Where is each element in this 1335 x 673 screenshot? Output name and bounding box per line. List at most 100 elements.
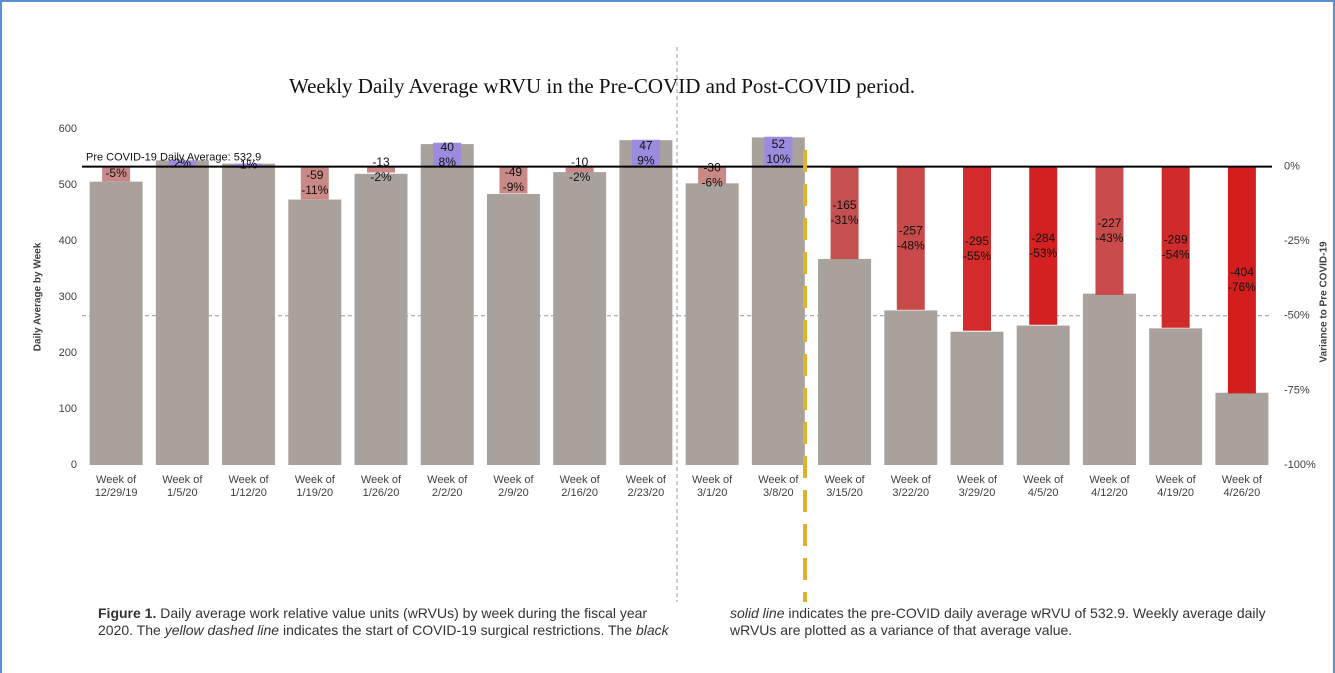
y2-tick-label: -25% [1284, 235, 1310, 247]
x-tick-label: Week of 1/5/20 [162, 474, 203, 499]
difference-label: -165 [833, 198, 857, 212]
bar [818, 258, 872, 465]
caption: Figure 1. Daily average work relative va… [98, 605, 1302, 639]
y-tick-label: 100 [59, 403, 77, 415]
variance-bar [830, 166, 859, 260]
y2-tick-label: -50% [1284, 310, 1310, 322]
value-label: -6% [701, 176, 723, 190]
y-tick-label: 200 [59, 347, 77, 359]
y-tick-label: 400 [59, 235, 77, 247]
y2-tick-label: -100% [1284, 459, 1316, 471]
bar [1215, 392, 1269, 465]
x-tick-label: Week of 4/19/20 [1155, 474, 1196, 499]
variance-bar [1161, 166, 1190, 328]
chart-title: Weekly Daily Average wRVU in the Pre-COV… [289, 74, 915, 98]
y-tick-label: 0 [71, 459, 77, 471]
x-tick-label: Week of 2/16/20 [559, 474, 600, 499]
bar [685, 183, 739, 465]
variance-bar [102, 166, 131, 182]
variance-bar [234, 163, 263, 167]
y2-axis-title: Variance to Pre COVID-19 [1319, 241, 1330, 363]
difference-label: -13 [372, 155, 390, 169]
difference-label: -404 [1230, 265, 1254, 279]
variance-bar [764, 136, 793, 167]
variance-bar [300, 166, 329, 200]
bar [553, 172, 607, 465]
difference-label: -227 [1097, 216, 1121, 230]
caption-text: Daily average work relative value units … [98, 605, 648, 638]
x-tick-label: Week of 1/12/20 [228, 474, 269, 499]
value-label: -76% [1228, 280, 1256, 294]
value-label: -11% [301, 183, 328, 197]
bar [486, 193, 540, 465]
variance-bar [168, 160, 197, 167]
x-tick-label: Week of 1/19/20 [294, 474, 335, 499]
variance-bar [1029, 166, 1058, 325]
difference-label: -295 [965, 234, 989, 248]
value-label: -5% [105, 166, 127, 180]
caption-text: black solid line [635, 605, 785, 638]
x-tick-label: Week of 3/8/20 [758, 474, 799, 499]
caption-text: yellow dashed line [164, 622, 280, 638]
bar [354, 173, 408, 466]
bar [155, 160, 209, 466]
variance-bar [896, 166, 925, 310]
value-label: -48% [897, 238, 925, 252]
value-label: -9% [503, 180, 525, 194]
x-tick-label: Week of 2/9/20 [493, 474, 534, 499]
value-label: -31% [831, 213, 859, 227]
caption-text: indicates the pre-COVID daily average wR… [730, 605, 1266, 638]
x-tick-label: Week of 3/1/20 [692, 474, 733, 499]
x-tick-label: Week of 3/15/20 [824, 474, 865, 499]
bar [288, 199, 342, 465]
x-tick-label: Week of 1/26/20 [360, 474, 402, 499]
value-label: -2% [569, 170, 591, 184]
value-label: -54% [1162, 247, 1190, 261]
difference-label: 40 [441, 140, 455, 154]
value-label: -55% [963, 249, 991, 263]
x-tick-label: Week of 3/22/20 [890, 474, 931, 499]
y-tick-label: 500 [59, 179, 77, 191]
x-tick-label: Week of 2/2/20 [427, 474, 468, 499]
value-label: -2% [370, 170, 392, 184]
bar [1016, 325, 1070, 465]
value-label: -53% [1029, 246, 1057, 260]
value-label: 10% [766, 152, 790, 166]
bar [420, 144, 474, 465]
y2-tick-label: -75% [1284, 384, 1310, 396]
variance-bar [631, 139, 660, 167]
x-tick-label: Week of 3/29/20 [956, 474, 998, 499]
reference-label: Pre COVID-19 Daily Average: 532.9 [86, 151, 261, 163]
difference-label: -30 [703, 161, 721, 175]
y-tick-label: 300 [59, 291, 77, 303]
value-label: 8% [439, 155, 457, 169]
value-label: 9% [637, 153, 655, 167]
variance-bar [499, 166, 528, 194]
bar [222, 163, 276, 465]
difference-label: -289 [1164, 232, 1188, 246]
variance-bar [963, 166, 991, 331]
bar [751, 137, 805, 465]
variance-bar [1227, 166, 1256, 394]
value-label: -43% [1095, 231, 1123, 245]
caption-label: Figure 1. [98, 605, 157, 621]
bar [1149, 328, 1203, 465]
x-tick-label: Week of 2/23/20 [625, 474, 666, 499]
variance-bar [565, 166, 594, 173]
bar [1082, 293, 1136, 465]
caption-text: indicates the start of COVID-19 surgical… [279, 622, 636, 638]
bar [950, 331, 1004, 465]
variance-bar [433, 142, 462, 167]
variance-bar [1095, 166, 1124, 295]
value-label: 1% [240, 157, 258, 171]
bar [619, 140, 673, 465]
variance-bar [698, 166, 727, 185]
x-tick-label: Week of 12/29/19 [94, 474, 138, 499]
y-tick-label: 600 [59, 123, 77, 135]
y-axis-title: Daily Average by Week [33, 242, 44, 351]
y2-tick-label: 0% [1284, 161, 1300, 173]
x-tick-label: Week of 4/26/20 [1221, 474, 1262, 499]
variance-bar [367, 166, 395, 173]
difference-label: -59 [306, 168, 324, 182]
